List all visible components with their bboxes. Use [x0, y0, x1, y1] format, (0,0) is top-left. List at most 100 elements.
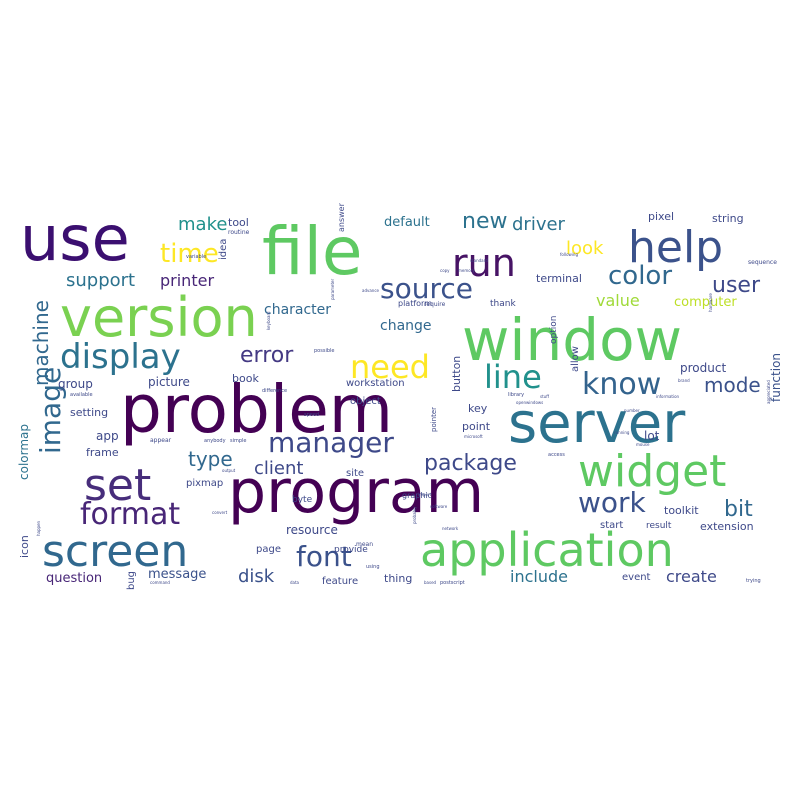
word-application: application — [420, 523, 674, 577]
word-based: based — [424, 580, 437, 585]
word-happen: happen — [36, 520, 41, 536]
word-format: format — [80, 497, 180, 532]
word-icon: icon — [18, 535, 31, 558]
word-book: book — [232, 372, 259, 385]
word-client: client — [254, 458, 303, 479]
word-character: character — [264, 302, 331, 318]
word-error: error — [240, 343, 294, 368]
word-microsoft: microsoft — [464, 434, 483, 439]
word-option: option — [549, 316, 559, 344]
word-command: command — [150, 580, 170, 585]
word-font: font — [296, 540, 352, 573]
word-colormap: colormap — [17, 424, 31, 480]
word-need: need — [350, 348, 430, 386]
word-line: line — [484, 358, 542, 396]
word-default: default — [384, 215, 430, 230]
word-parameter: parameter — [330, 279, 335, 300]
word-possible: possible — [314, 348, 334, 354]
word-group: group — [58, 377, 93, 391]
word-product: product — [680, 361, 726, 375]
word-probably: probably — [412, 506, 417, 524]
word-app: app — [96, 429, 119, 443]
word-using: using — [366, 564, 380, 570]
word-pointer: pointer — [430, 407, 438, 432]
word-computer: computer — [674, 295, 737, 310]
word-workstation: workstation — [346, 378, 405, 389]
word-screen: screen — [42, 526, 188, 577]
word-color: color — [608, 261, 672, 291]
word-button: button — [450, 356, 463, 392]
word-simple: simple — [230, 438, 247, 444]
word-user: user — [712, 273, 761, 298]
word-stuff: stuff — [540, 394, 549, 399]
word-picture: picture — [148, 375, 190, 389]
word-routine: routine — [228, 229, 250, 236]
word-question: question — [46, 571, 102, 586]
word-graphic: graphic — [402, 491, 432, 500]
word-file: file — [262, 213, 363, 290]
word-use: use — [20, 202, 130, 275]
word-copy: copy — [440, 268, 450, 273]
word-result: result — [646, 521, 672, 531]
word-difference: difference — [262, 388, 287, 394]
word-advance: advance — [362, 288, 380, 293]
word-widget: widget — [578, 446, 726, 497]
word-trying: trying — [746, 578, 761, 584]
word-work: work — [578, 486, 647, 519]
word-brand: brand — [678, 378, 690, 383]
word-setting: setting — [70, 406, 108, 419]
word-message: message — [148, 567, 206, 582]
word-bug: bug — [126, 571, 137, 590]
word-help: help — [628, 222, 723, 273]
word-disk: disk — [238, 566, 275, 587]
word-platform: platform — [398, 299, 432, 308]
word-terminal: terminal — [536, 272, 582, 285]
word-change: change — [380, 318, 432, 334]
word-output: output — [222, 468, 236, 473]
word-access: access — [548, 452, 565, 458]
word-string: string — [712, 212, 744, 225]
word-site: site — [346, 468, 364, 479]
word-mode: mode — [704, 373, 761, 397]
word-software: software — [430, 504, 448, 509]
word-package: package — [424, 451, 517, 476]
word-import: import — [418, 492, 432, 497]
word-know: know — [582, 367, 661, 402]
word-frame: frame — [86, 446, 119, 459]
word-make: make — [178, 214, 227, 235]
word-run: run — [452, 241, 516, 285]
word-require: require — [424, 301, 446, 308]
word-anybody: anybody — [204, 438, 226, 444]
word-new: new — [462, 209, 507, 234]
word-toolkit: toolkit — [664, 504, 699, 517]
word-manager: manager — [268, 426, 394, 459]
word-server: server — [508, 391, 686, 456]
word-machine: machine — [29, 300, 53, 386]
word-lot: lot — [644, 429, 660, 443]
word-key: key — [468, 402, 488, 415]
word-number: number — [624, 408, 640, 413]
word-source: source — [380, 272, 473, 305]
word-value: value — [596, 291, 640, 310]
word-appear: appear — [150, 437, 172, 444]
word-allow: allow — [570, 346, 581, 372]
word-window: window — [462, 306, 682, 374]
word-running: running — [614, 430, 630, 435]
word-idea: idea — [218, 239, 229, 260]
word-information: information — [656, 394, 680, 399]
word-provide: provide — [334, 545, 368, 555]
word-tool: tool — [228, 216, 249, 229]
word-pixel: pixel — [648, 210, 674, 223]
word-event: event — [622, 572, 651, 583]
word-byte: byte — [292, 495, 313, 505]
word-sequence: sequence — [748, 259, 777, 266]
word-mouse: mouse — [636, 442, 650, 447]
word-include: include — [510, 567, 568, 586]
word-image: image — [34, 367, 67, 454]
word-keyboard: keyboard — [266, 311, 271, 330]
word-display: display — [60, 337, 181, 377]
word-mean: mean — [356, 541, 373, 548]
word-create: create — [666, 567, 717, 586]
word-openwindows: openwindows — [516, 400, 543, 405]
